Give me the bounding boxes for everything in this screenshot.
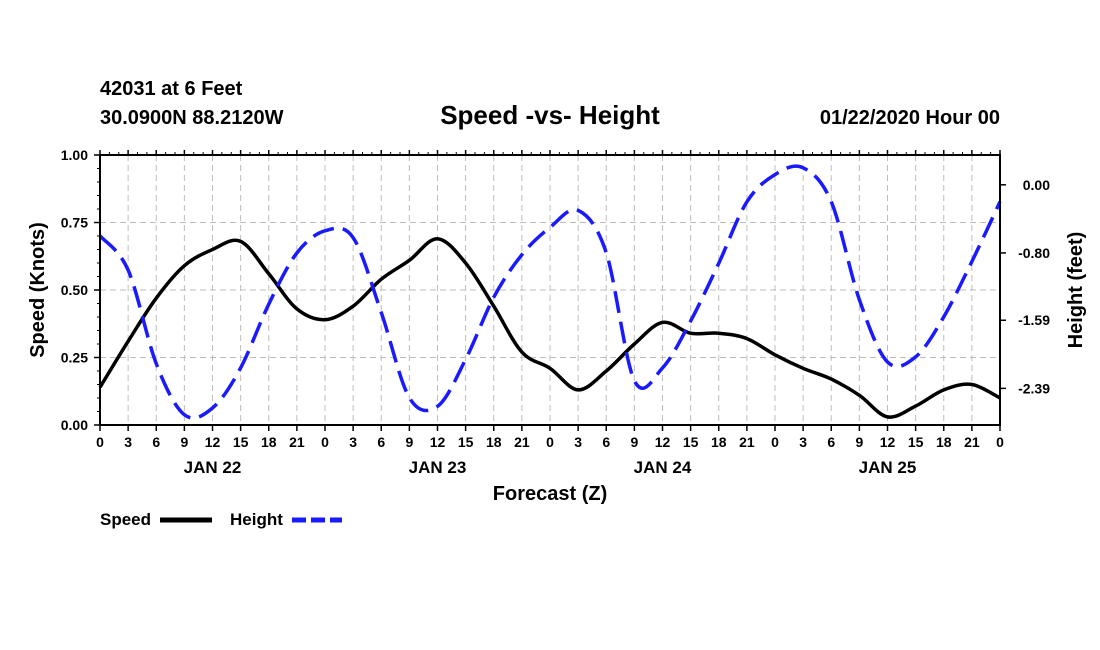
y-tick-label: 1.00	[61, 147, 88, 163]
x-tick-label: 15	[458, 434, 474, 450]
x-tick-label: 0	[546, 434, 554, 450]
legend-speed-label: Speed	[100, 510, 151, 529]
x-tick-label: 18	[261, 434, 277, 450]
chart-title: Speed -vs- Height	[440, 100, 660, 130]
x-axis-label: Forecast (Z)	[493, 483, 607, 505]
x-tick-label: 9	[180, 434, 188, 450]
x-tick-label: 21	[739, 434, 755, 450]
x-tick-label: 18	[936, 434, 952, 450]
x-tick-label: 3	[349, 434, 357, 450]
x-tick-label: 9	[405, 434, 413, 450]
x-tick-label: 0	[996, 434, 1004, 450]
y-right-tick-label: -1.59	[1018, 312, 1050, 328]
x-tick-label: 6	[152, 434, 160, 450]
x-tick-label: 12	[655, 434, 671, 450]
location-label: 30.0900N 88.2120W	[100, 107, 284, 129]
x-tick-label: 15	[908, 434, 924, 450]
plot-frame	[99, 154, 1001, 426]
day-label: JAN 23	[409, 458, 467, 477]
y-tick-label: 0.25	[61, 350, 88, 366]
y-axis-label: Speed (Knots)	[27, 222, 49, 358]
legend: Speed Height	[100, 510, 342, 529]
x-tick-label: 0	[96, 434, 104, 450]
x-tick-label: 12	[880, 434, 896, 450]
station-label: 42031 at 6 Feet	[100, 78, 243, 100]
y-right-tick-label: -0.80	[1018, 245, 1050, 261]
datetime-label: 01/22/2020 Hour 00	[820, 107, 1000, 129]
legend-height-label: Height	[230, 510, 283, 529]
y-axis-right-label: Height (feet)	[1065, 232, 1087, 349]
x-tick-label: 12	[205, 434, 221, 450]
y-tick-label: 0.75	[61, 215, 88, 231]
x-tick-label: 21	[514, 434, 530, 450]
x-tick-label: 21	[289, 434, 305, 450]
x-tick-label: 6	[377, 434, 385, 450]
x-tick-label: 21	[964, 434, 980, 450]
x-tick-label: 6	[827, 434, 835, 450]
series-line-speed	[98, 236, 1001, 419]
y-right-tick-label: -2.39	[1018, 380, 1050, 396]
x-tick-label: 9	[855, 434, 863, 450]
y-right-tick-label: 0.00	[1023, 177, 1050, 193]
x-tick-label: 0	[771, 434, 779, 450]
day-label: JAN 22	[184, 458, 242, 477]
x-tick-label: 9	[630, 434, 638, 450]
x-tick-label: 6	[602, 434, 610, 450]
x-tick-label: 3	[574, 434, 582, 450]
x-tick-label: 3	[799, 434, 807, 450]
grid-layer	[100, 155, 1000, 425]
x-tick-label: 3	[124, 434, 132, 450]
y-tick-label: 0.00	[61, 417, 88, 433]
day-label: JAN 25	[859, 458, 917, 477]
y-tick-label: 0.50	[61, 282, 88, 298]
day-label: JAN 24	[634, 458, 692, 477]
x-tick-label: 12	[430, 434, 446, 450]
series-line-height	[98, 164, 1002, 420]
series-layer	[98, 164, 1002, 420]
x-tick-label: 15	[683, 434, 699, 450]
x-tick-label: 0	[321, 434, 329, 450]
x-tick-label: 15	[233, 434, 249, 450]
ticks-layer: 0 3 6 9 12 15 18 21 0 3 6 9 12 15 18 21 0 3 6 9 12 15 18 21 0 3 6 9…	[61, 147, 1050, 477]
x-tick-label: 18	[711, 434, 727, 450]
x-tick-label: 18	[486, 434, 502, 450]
